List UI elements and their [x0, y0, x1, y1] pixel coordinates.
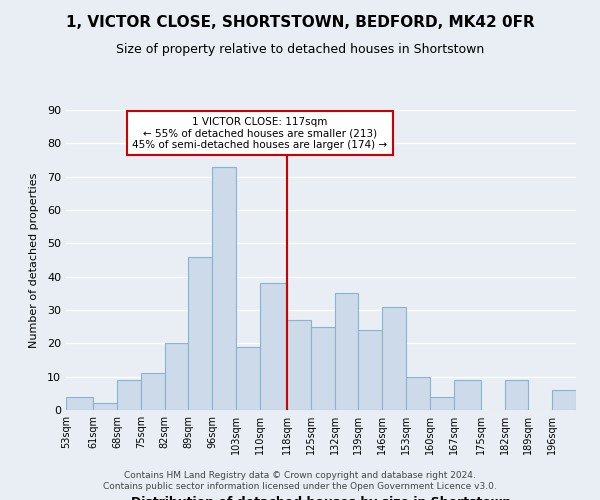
Text: 1, VICTOR CLOSE, SHORTSTOWN, BEDFORD, MK42 0FR: 1, VICTOR CLOSE, SHORTSTOWN, BEDFORD, MK…	[65, 15, 535, 30]
Bar	[236, 346, 260, 410]
Bar	[260, 284, 287, 410]
X-axis label: Distribution of detached houses by size in Shortstown: Distribution of detached houses by size …	[131, 496, 511, 500]
Bar	[454, 380, 481, 410]
Text: 1 VICTOR CLOSE: 117sqm
← 55% of detached houses are smaller (213)
45% of semi-de: 1 VICTOR CLOSE: 117sqm ← 55% of detached…	[132, 116, 388, 150]
Bar	[335, 294, 358, 410]
Text: Size of property relative to detached houses in Shortstown: Size of property relative to detached ho…	[116, 42, 484, 56]
Bar	[188, 256, 212, 410]
Bar	[430, 396, 454, 410]
Bar	[287, 320, 311, 410]
Text: Contains public sector information licensed under the Open Government Licence v3: Contains public sector information licen…	[103, 482, 497, 491]
Bar	[406, 376, 430, 410]
Y-axis label: Number of detached properties: Number of detached properties	[29, 172, 38, 348]
Bar	[117, 380, 141, 410]
Bar	[505, 380, 529, 410]
Bar	[212, 166, 236, 410]
Bar	[382, 306, 406, 410]
Bar	[164, 344, 188, 410]
Bar	[358, 330, 382, 410]
Bar	[66, 396, 93, 410]
Bar	[141, 374, 164, 410]
Bar	[311, 326, 335, 410]
Text: Contains HM Land Registry data © Crown copyright and database right 2024.: Contains HM Land Registry data © Crown c…	[124, 471, 476, 480]
Bar	[93, 404, 117, 410]
Bar	[552, 390, 576, 410]
